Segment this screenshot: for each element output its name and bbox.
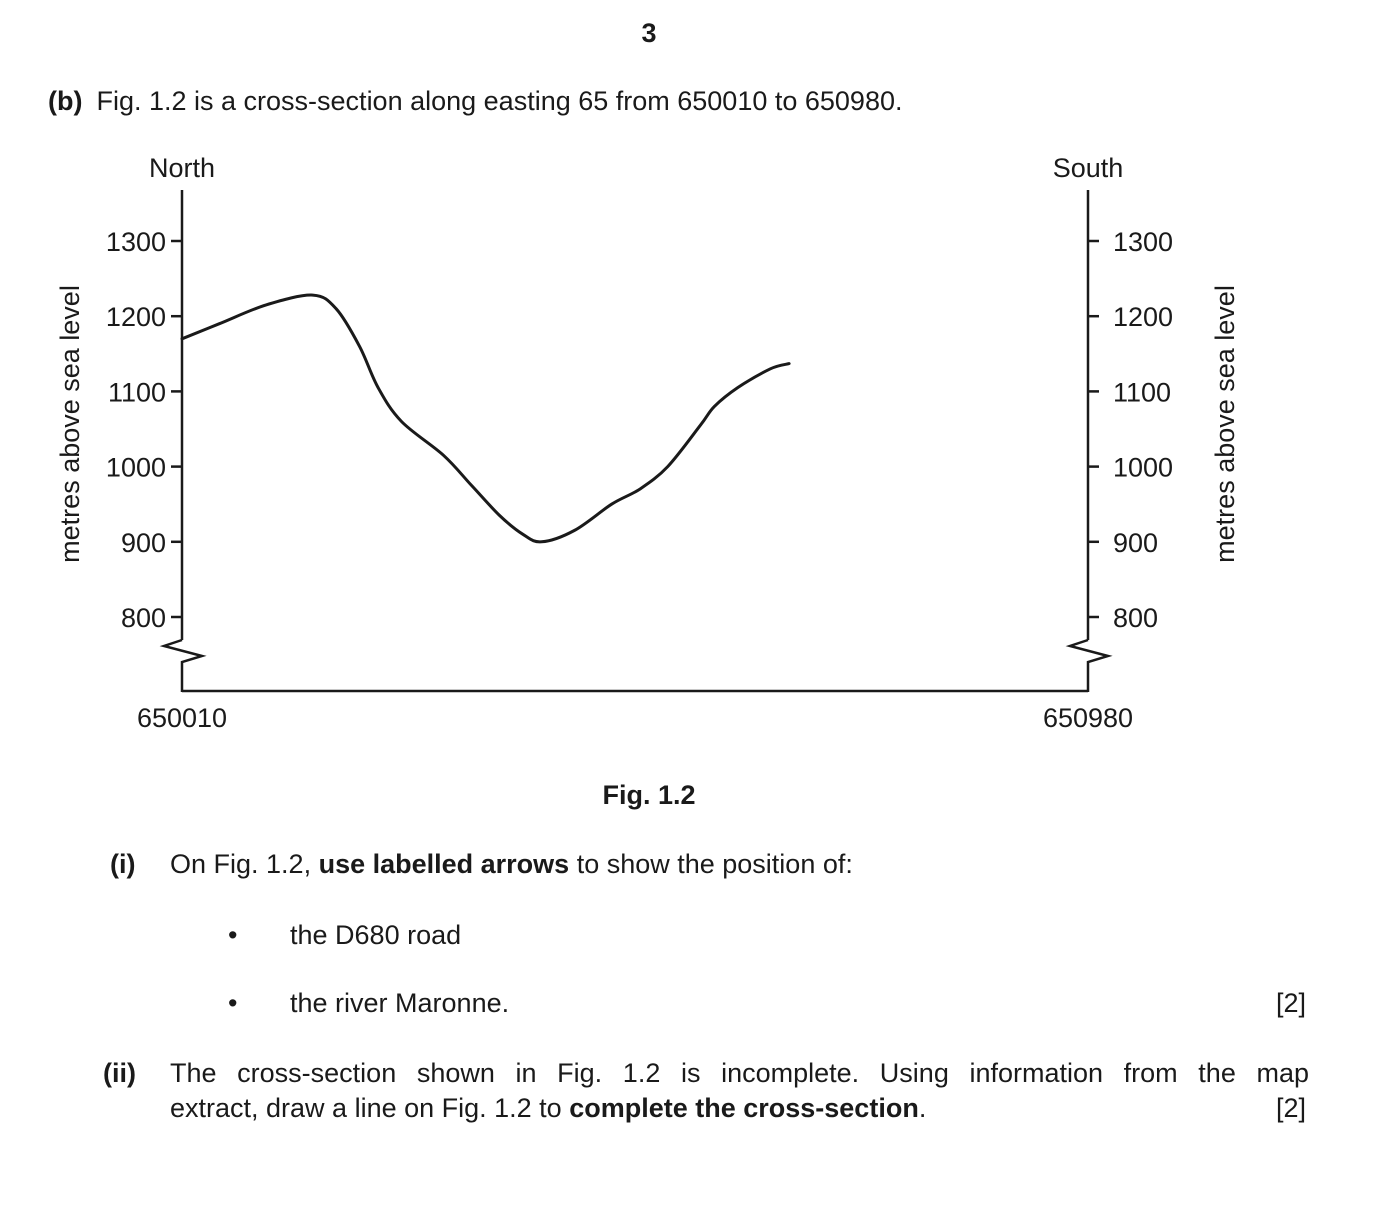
part-i-text-before: On Fig. 1.2, <box>170 849 319 879</box>
left-tick-label: 1200 <box>106 302 166 332</box>
left-tick-label: 1000 <box>106 453 166 483</box>
right-tick-label: 1100 <box>1113 377 1171 407</box>
right-tick-label: 1000 <box>1113 453 1173 483</box>
left-axis-break <box>159 638 207 692</box>
figure-caption: Fig. 1.2 <box>602 780 696 810</box>
part-ii-marks: [2] <box>1276 1093 1307 1123</box>
bullet-dot: • <box>228 988 238 1018</box>
cross-section-profile-line <box>180 293 791 544</box>
part-ii-line-1: The cross-section shown in Fig. 1.2 is i… <box>170 1058 1309 1088</box>
right-tick-label: 800 <box>1113 603 1158 633</box>
part-ii-line-2: extract, draw a line on Fig. 1.2 to comp… <box>170 1093 926 1124</box>
part-label: (b) <box>48 86 83 116</box>
bullet-item-road: the D680 road <box>290 920 462 950</box>
part-ii-text-after: . <box>918 1093 927 1123</box>
left-y-axis-title: metres above sea level <box>55 285 85 563</box>
right-tick-label: 1300 <box>1113 227 1173 257</box>
left-tick-label: 1300 <box>106 227 166 257</box>
right-tick-group: 1300 1200 1100 1000 900 800 <box>1088 227 1173 633</box>
left-tick-label: 900 <box>121 528 166 558</box>
left-tick-label: 800 <box>121 603 166 633</box>
x-start-label: 650010 <box>137 703 227 733</box>
right-axis-break <box>1065 638 1113 692</box>
part-ii-label: (ii) <box>103 1058 136 1088</box>
right-tick-label: 1200 <box>1113 302 1173 332</box>
part-i-text-bold: use labelled arrows <box>318 849 570 879</box>
bullet-item-river: the river Maronne. <box>290 988 510 1018</box>
south-label: South <box>1053 153 1124 183</box>
intro-text: Fig. 1.2 is a cross-section along eastin… <box>96 86 903 116</box>
part-ii-text-bold: complete the cross-section <box>569 1093 919 1123</box>
part-i-text-after: to show the position of: <box>569 849 853 879</box>
part-i-marks: [2] <box>1276 988 1307 1018</box>
part-i-instruction: On Fig. 1.2, use labelled arrows to show… <box>170 849 853 880</box>
bullet-dot: • <box>228 920 238 950</box>
question-b-intro: (b) Fig. 1.2 is a cross-section along eas… <box>48 86 902 117</box>
left-tick-label: 1100 <box>108 377 166 407</box>
part-i-label: (i) <box>110 849 136 879</box>
right-tick-label: 900 <box>1113 528 1158 558</box>
right-y-axis-title: metres above sea level <box>1210 285 1240 563</box>
part-ii-text-before: extract, draw a line on Fig. 1.2 to <box>170 1093 570 1123</box>
left-tick-group: 1300 1200 1100 1000 900 800 <box>106 227 182 633</box>
page-number: 3 <box>641 18 657 48</box>
x-end-label: 650980 <box>1043 703 1133 733</box>
north-label: North <box>149 153 215 183</box>
